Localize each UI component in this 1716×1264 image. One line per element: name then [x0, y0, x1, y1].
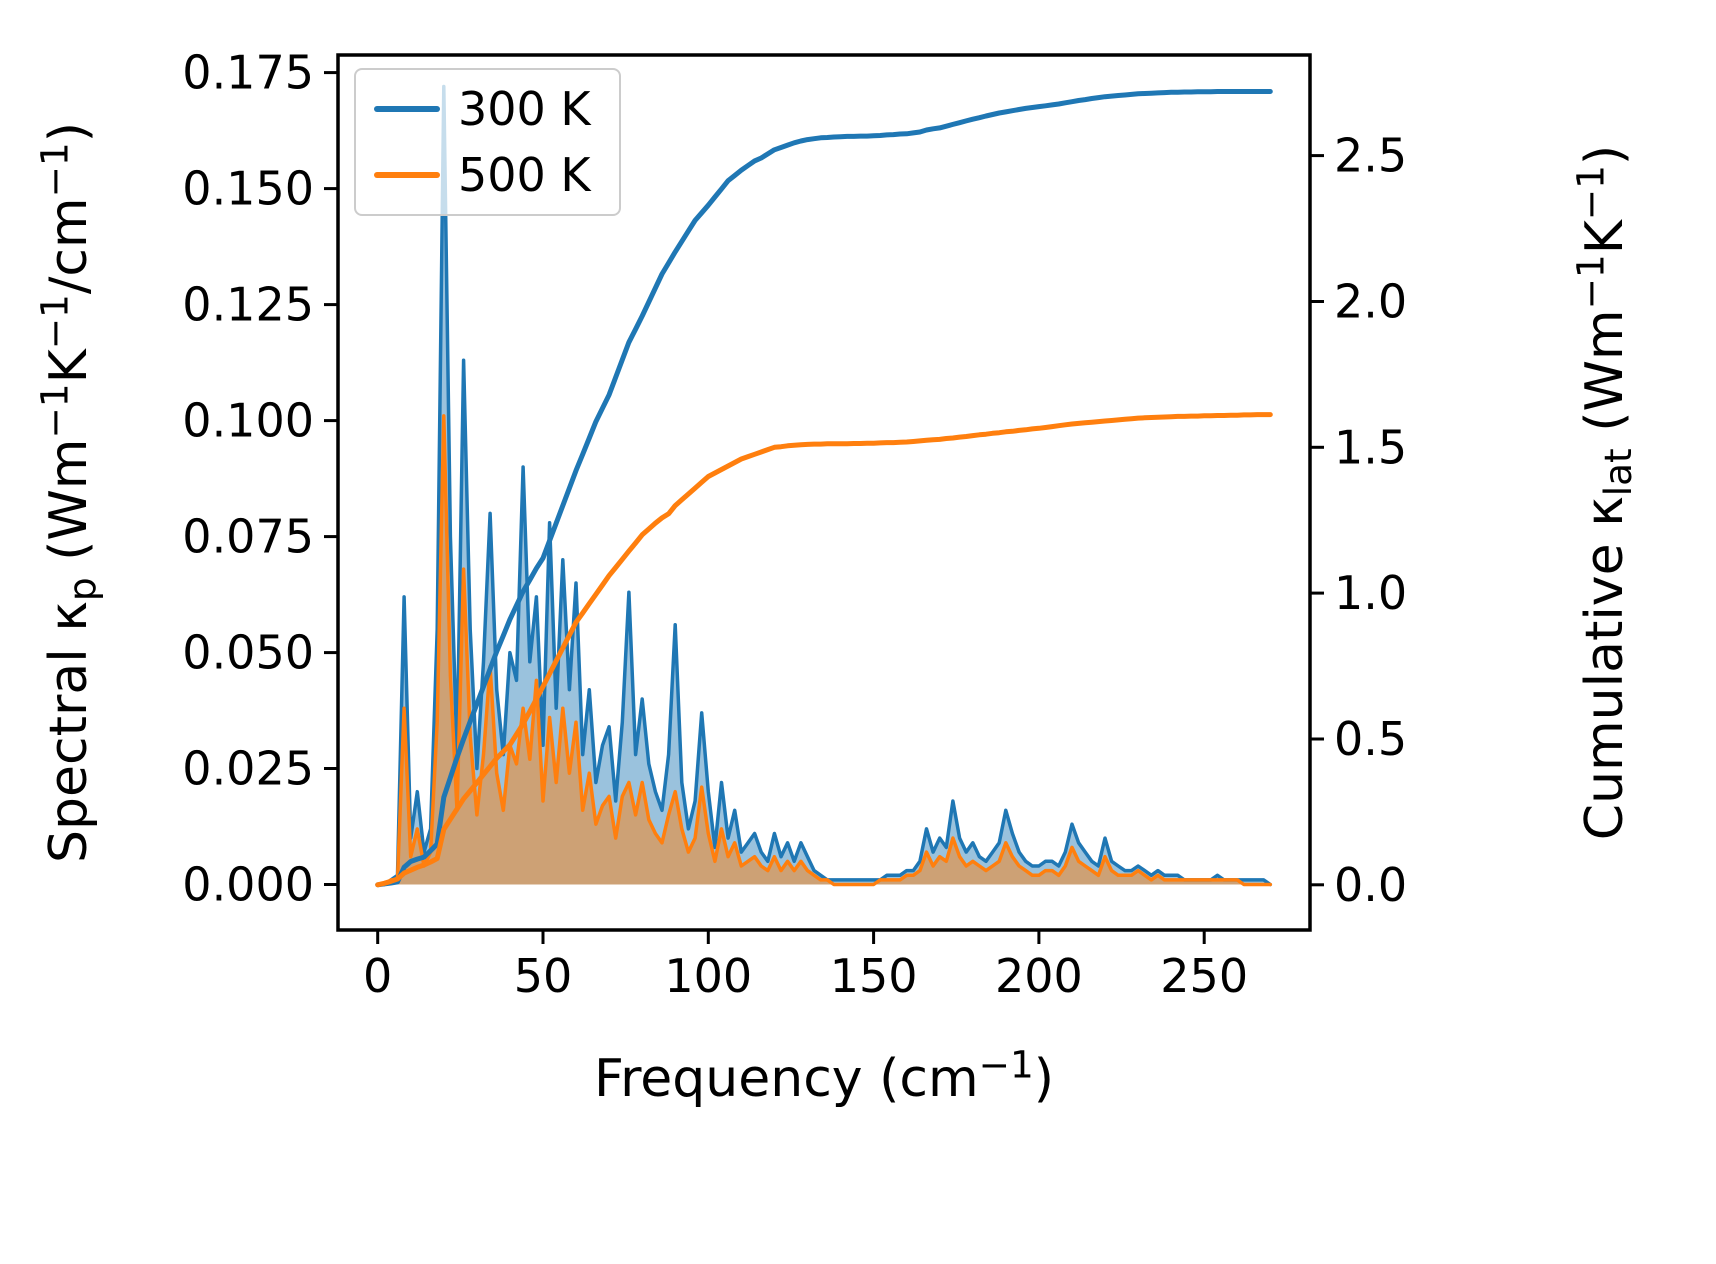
legend: 300 K 500 K [354, 68, 621, 216]
svg-text:2.0: 2.0 [1334, 275, 1407, 329]
svg-text:0.125: 0.125 [182, 278, 314, 332]
svg-text:0.150: 0.150 [182, 162, 314, 216]
svg-text:0.075: 0.075 [182, 510, 314, 564]
svg-text:150: 150 [830, 949, 918, 1003]
svg-text:200: 200 [995, 949, 1083, 1003]
legend-line-swatch-300k [374, 106, 440, 112]
svg-text:250: 250 [1160, 949, 1248, 1003]
svg-text:50: 50 [514, 949, 573, 1003]
svg-text:0.5: 0.5 [1334, 712, 1407, 766]
svg-text:2.5: 2.5 [1334, 129, 1407, 183]
legend-label-300k: 300 K [458, 82, 591, 136]
legend-entry-500k: 500 K [374, 152, 591, 198]
svg-text:0.100: 0.100 [182, 394, 314, 448]
svg-text:Spectral κp (Wm−1K−1/cm−1): Spectral κp (Wm−1K−1/cm−1) [32, 122, 104, 863]
svg-text:1.0: 1.0 [1334, 566, 1407, 620]
svg-text:Cumulative κlat (Wm−1K−1): Cumulative κlat (Wm−1K−1) [1568, 145, 1640, 840]
svg-text:0.025: 0.025 [182, 742, 314, 796]
legend-entry-300k: 300 K [374, 86, 591, 132]
svg-text:1.5: 1.5 [1334, 420, 1407, 474]
svg-text:0.050: 0.050 [182, 626, 314, 680]
legend-label-500k: 500 K [458, 148, 591, 202]
svg-text:100: 100 [664, 949, 752, 1003]
svg-text:0.000: 0.000 [182, 858, 314, 912]
svg-text:Frequency (cm−1): Frequency (cm−1) [594, 1042, 1054, 1109]
svg-text:0: 0 [363, 949, 392, 1003]
svg-text:0.175: 0.175 [182, 46, 314, 100]
svg-text:0.0: 0.0 [1334, 858, 1407, 912]
legend-line-swatch-500k [374, 172, 440, 178]
